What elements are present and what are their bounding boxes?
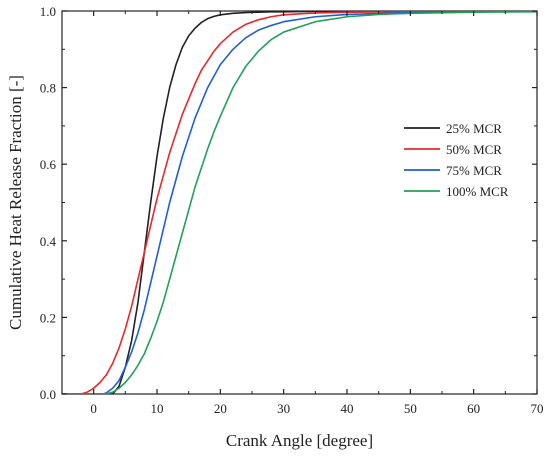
legend-label: 75% MCR (446, 163, 502, 178)
y-tick-label: 0.8 (40, 81, 56, 96)
y-tick-label: 0.0 (40, 387, 56, 402)
series-line (62, 11, 537, 394)
y-tick-label: 0.2 (40, 310, 56, 325)
x-tick-label: 20 (214, 401, 227, 416)
x-tick-label: 50 (404, 401, 417, 416)
x-tick-label: 60 (467, 401, 480, 416)
legend-label: 50% MCR (446, 142, 502, 157)
x-tick-label: 40 (341, 401, 354, 416)
series-lines (62, 11, 537, 394)
x-axis-label: Crank Angle [degree] (226, 431, 373, 450)
series-line (62, 11, 537, 394)
legend: 25% MCR 50% MCR 75% MCR 100% MCR (404, 121, 509, 199)
legend-label: 100% MCR (446, 184, 509, 199)
legend-label: 25% MCR (446, 121, 502, 136)
x-tick-label: 10 (151, 401, 164, 416)
y-tick-label: 0.4 (40, 234, 57, 249)
x-tick-label: 0 (90, 401, 97, 416)
series-line (62, 11, 537, 394)
y-tick-label: 1.0 (40, 4, 56, 19)
plot-area (61, 10, 538, 395)
x-tick-label: 70 (531, 401, 544, 416)
y-axis-label: Cumulative Heat Release Fraction [-] (6, 75, 25, 330)
x-tick-label: 30 (277, 401, 290, 416)
plot-frame (61, 10, 538, 395)
y-tick-label: 0.6 (40, 157, 57, 172)
series-line (62, 11, 537, 394)
axes: 0 10 20 30 40 50 60 70 0.0 0.2 0.4 0.6 0.8 1.0 (40, 4, 544, 416)
